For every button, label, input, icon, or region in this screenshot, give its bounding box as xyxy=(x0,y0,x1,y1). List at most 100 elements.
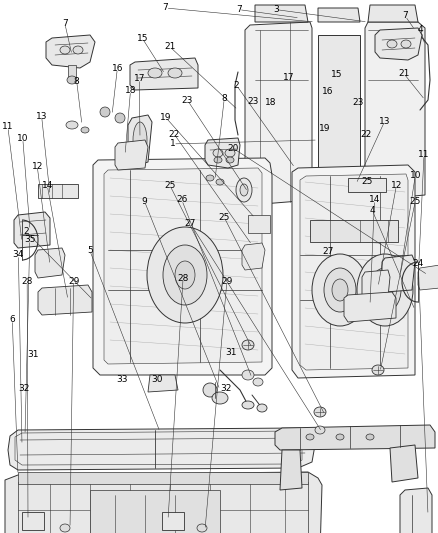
Ellipse shape xyxy=(60,524,70,532)
Text: 29: 29 xyxy=(221,277,233,286)
Polygon shape xyxy=(292,165,415,378)
Text: 18: 18 xyxy=(265,98,276,107)
Ellipse shape xyxy=(67,76,77,84)
Text: 16: 16 xyxy=(112,64,123,72)
Text: 27: 27 xyxy=(185,220,196,228)
Polygon shape xyxy=(344,292,396,322)
Ellipse shape xyxy=(366,434,374,440)
Ellipse shape xyxy=(213,149,223,157)
Text: 31: 31 xyxy=(226,349,237,357)
Bar xyxy=(18,482,308,533)
Text: 27: 27 xyxy=(322,247,333,256)
Text: 28: 28 xyxy=(21,277,33,286)
Ellipse shape xyxy=(240,184,248,196)
Text: 11: 11 xyxy=(418,150,430,159)
Text: 4: 4 xyxy=(370,206,375,215)
Ellipse shape xyxy=(372,365,384,375)
Ellipse shape xyxy=(226,157,234,163)
Polygon shape xyxy=(318,8,360,22)
Text: 12: 12 xyxy=(32,162,43,171)
Text: 35: 35 xyxy=(24,236,35,244)
Text: 7: 7 xyxy=(402,12,408,20)
Text: 28: 28 xyxy=(177,274,189,282)
Polygon shape xyxy=(375,28,422,60)
Text: 34: 34 xyxy=(13,251,24,259)
Text: 29: 29 xyxy=(68,277,79,286)
Ellipse shape xyxy=(306,434,314,440)
Text: 18: 18 xyxy=(125,86,136,95)
Polygon shape xyxy=(318,35,360,200)
Text: 33: 33 xyxy=(116,375,127,384)
Polygon shape xyxy=(104,168,262,364)
Text: 19: 19 xyxy=(160,113,171,122)
Text: 17: 17 xyxy=(283,73,294,82)
Ellipse shape xyxy=(148,68,162,78)
Text: 24: 24 xyxy=(413,260,424,268)
Ellipse shape xyxy=(357,254,413,326)
Ellipse shape xyxy=(332,279,348,301)
Polygon shape xyxy=(8,428,315,470)
Text: 26: 26 xyxy=(176,196,187,204)
Polygon shape xyxy=(14,212,50,248)
Polygon shape xyxy=(365,22,425,200)
Bar xyxy=(22,512,44,530)
Text: 14: 14 xyxy=(369,196,380,204)
Polygon shape xyxy=(35,248,65,278)
Bar xyxy=(68,65,76,77)
Text: 8: 8 xyxy=(221,94,227,103)
Ellipse shape xyxy=(216,179,224,185)
Bar xyxy=(162,512,184,530)
Polygon shape xyxy=(418,265,438,290)
Polygon shape xyxy=(280,450,302,490)
Polygon shape xyxy=(275,425,435,450)
Text: 25: 25 xyxy=(410,197,421,206)
Ellipse shape xyxy=(242,401,254,409)
Polygon shape xyxy=(128,115,152,165)
Ellipse shape xyxy=(168,68,182,78)
Bar xyxy=(248,215,270,233)
Text: 15: 15 xyxy=(137,34,148,43)
Text: 7: 7 xyxy=(62,19,68,28)
Ellipse shape xyxy=(387,40,397,48)
Ellipse shape xyxy=(73,46,83,54)
Polygon shape xyxy=(93,158,272,375)
Ellipse shape xyxy=(377,279,393,301)
Ellipse shape xyxy=(253,378,263,386)
Text: 6: 6 xyxy=(9,316,15,324)
Ellipse shape xyxy=(242,340,254,350)
Bar xyxy=(90,490,220,533)
Polygon shape xyxy=(242,243,265,270)
Text: 25: 25 xyxy=(361,177,373,185)
Ellipse shape xyxy=(206,175,214,181)
Ellipse shape xyxy=(236,178,252,202)
Bar xyxy=(18,472,308,484)
Ellipse shape xyxy=(133,122,147,158)
Ellipse shape xyxy=(115,113,125,123)
Polygon shape xyxy=(130,58,198,90)
Ellipse shape xyxy=(147,227,223,323)
Ellipse shape xyxy=(336,434,344,440)
Polygon shape xyxy=(382,255,415,292)
Text: 23: 23 xyxy=(353,98,364,107)
Text: 15: 15 xyxy=(331,70,342,79)
Ellipse shape xyxy=(312,254,368,326)
Ellipse shape xyxy=(212,392,228,404)
Text: 8: 8 xyxy=(74,77,80,85)
Text: 11: 11 xyxy=(2,123,14,131)
Text: 9: 9 xyxy=(141,197,148,206)
Text: 21: 21 xyxy=(398,69,410,78)
Polygon shape xyxy=(5,472,322,533)
Bar xyxy=(310,220,398,242)
Text: 10: 10 xyxy=(17,134,28,143)
Text: 30: 30 xyxy=(151,375,162,384)
Text: 21: 21 xyxy=(164,43,176,51)
Polygon shape xyxy=(245,22,312,205)
Bar xyxy=(348,178,386,192)
Text: 32: 32 xyxy=(220,384,231,392)
Polygon shape xyxy=(38,285,92,315)
Text: 5: 5 xyxy=(87,246,93,255)
Text: 3: 3 xyxy=(273,5,279,14)
Ellipse shape xyxy=(100,107,110,117)
Text: 22: 22 xyxy=(169,130,180,139)
Ellipse shape xyxy=(369,268,401,312)
